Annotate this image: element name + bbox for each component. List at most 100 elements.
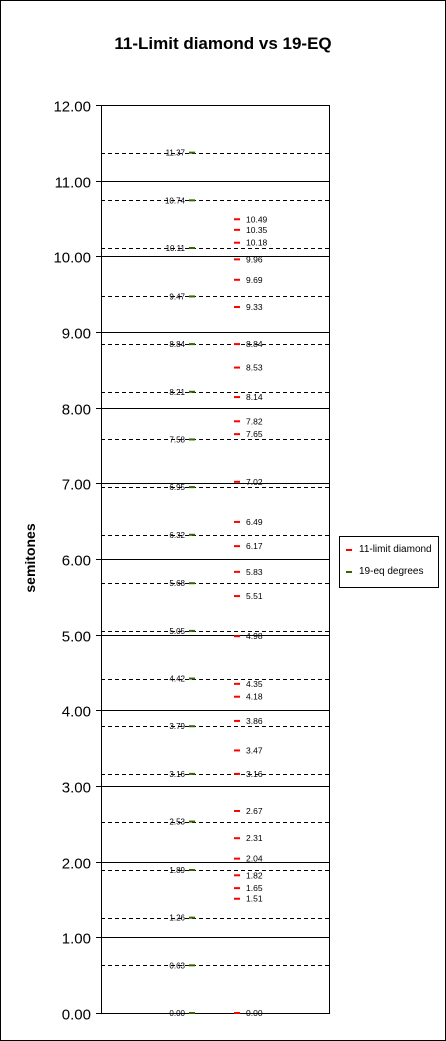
eq-data-label: 3.79 <box>169 722 185 731</box>
diamond-data-label: 7.02 <box>246 477 263 487</box>
diamond-data-label: 0.00 <box>246 1008 263 1018</box>
diamond-point-marker <box>234 635 240 638</box>
diamond-point-marker <box>234 420 240 423</box>
legend: 11-limit diamond 19-eq degrees <box>339 536 439 588</box>
legend-item-diamond: 11-limit diamond <box>346 544 432 555</box>
eq-degree-marker <box>189 868 195 871</box>
eq-degree-marker <box>189 343 195 346</box>
chart-title: 11-Limit diamond vs 19-EQ <box>114 34 332 53</box>
diamond-data-label: 1.51 <box>246 894 263 904</box>
diamond-data-label: 2.04 <box>246 854 263 864</box>
diamond-data-label: 6.17 <box>246 541 263 551</box>
y-tick-label: 6.00 <box>62 553 91 570</box>
diamond-data-label: 10.18 <box>246 238 268 248</box>
diamond-data-label: 4.98 <box>246 631 263 641</box>
diamond-data-label: 1.65 <box>246 883 263 893</box>
eq-degree-marker <box>189 199 195 202</box>
diamond-data-label: 4.18 <box>246 692 263 702</box>
eq-data-label: 6.95 <box>169 483 185 492</box>
diamond-point-marker <box>234 520 240 523</box>
diamond-point-marker <box>234 343 240 346</box>
diamond-point-marker <box>234 1012 240 1014</box>
diamond-data-label: 1.82 <box>246 870 263 880</box>
diamond-point-marker <box>234 897 240 900</box>
eq-degree-marker <box>189 582 195 585</box>
eq-degree-marker <box>189 486 195 489</box>
y-tick-label: 11.00 <box>55 175 91 192</box>
eq-data-label: 10.74 <box>165 196 186 205</box>
legend-item-19eq: 19-eq degrees <box>346 566 424 577</box>
eq-degree-marker <box>189 629 195 632</box>
eq-data-label: 8.84 <box>169 340 185 349</box>
diamond-point-marker <box>234 682 240 685</box>
diamond-point-marker <box>234 887 240 890</box>
eq-degree-marker <box>189 295 195 298</box>
diamond-point-marker <box>234 695 240 698</box>
diamond-data-label: 3.47 <box>246 745 263 755</box>
diamond-point-marker <box>234 366 240 369</box>
diamond-data-label: 5.83 <box>246 567 263 577</box>
diamond-point-marker <box>234 857 240 860</box>
eq-data-label: 5.05 <box>169 627 185 636</box>
diamond-data-label: 10.35 <box>246 225 268 235</box>
diamond-point-marker <box>234 595 240 598</box>
diamond-point-marker <box>234 772 240 775</box>
eq-data-label: 8.21 <box>169 388 185 397</box>
eq-degree-marker <box>189 820 195 823</box>
diamond-point-marker <box>234 570 240 573</box>
legend-label-diamond: 11-limit diamond <box>359 544 432 555</box>
legend-label-19eq: 19-eq degrees <box>359 566 424 577</box>
y-tick-label: 3.00 <box>62 780 91 797</box>
y-tick-label: 0.00 <box>62 1007 91 1024</box>
diamond-data-label: 8.53 <box>246 363 263 373</box>
diamond-point-marker <box>234 480 240 483</box>
eq-degree-marker <box>189 390 195 393</box>
eq-data-label: 1.89 <box>169 866 185 875</box>
eq-degree-marker <box>189 1012 195 1014</box>
eq-data-label: 4.42 <box>169 675 185 684</box>
eq-data-label: 6.32 <box>169 531 185 540</box>
diamond-point-marker <box>234 218 240 221</box>
y-tick-label: 1.00 <box>62 931 91 948</box>
diamond-data-label: 9.96 <box>246 254 263 264</box>
diamond-data-label: 5.51 <box>246 591 263 601</box>
diamond-point-marker <box>234 545 240 548</box>
diamond-data-label: 2.31 <box>246 833 263 843</box>
diamond-data-label: 9.69 <box>246 275 263 285</box>
diamond-data-label: 8.84 <box>246 339 263 349</box>
y-tick-label: 8.00 <box>62 402 91 419</box>
diamond-data-label: 2.67 <box>246 806 263 816</box>
y-tick-label: 10.00 <box>53 250 91 267</box>
eq-degree-marker <box>189 725 195 728</box>
eq-data-label: 5.68 <box>169 579 185 588</box>
eq-data-label: 3.16 <box>169 770 185 779</box>
legend-swatch-19eq <box>346 570 352 573</box>
eq-degree-marker <box>189 964 195 967</box>
diamond-point-marker <box>234 258 240 261</box>
diamond-point-marker <box>234 874 240 877</box>
diamond-data-label: 3.86 <box>246 716 263 726</box>
eq-degree-marker <box>189 438 195 441</box>
y-tick-label: 12.00 <box>53 99 91 116</box>
diamond-point-marker <box>234 278 240 281</box>
legend-swatch-diamond <box>346 548 352 551</box>
eq-data-label: 2.53 <box>169 818 185 827</box>
eq-degree-marker <box>189 772 195 775</box>
eq-data-label: 11.37 <box>166 149 186 158</box>
diamond-point-marker <box>234 433 240 436</box>
diamond-data-label: 6.49 <box>246 517 263 527</box>
diamond-point-marker <box>234 719 240 722</box>
diamond-data-label: 9.33 <box>246 302 263 312</box>
diamond-data-label: 3.16 <box>246 769 263 779</box>
diamond-point-marker <box>234 306 240 309</box>
diamond-point-marker <box>234 749 240 752</box>
y-tick-label: 9.00 <box>62 326 91 343</box>
eq-data-label: 1.26 <box>169 914 185 923</box>
diamond-point-marker <box>234 228 240 231</box>
diamond-data-label: 7.82 <box>246 416 263 426</box>
eq-data-label: 10.11 <box>166 244 186 253</box>
diamond-point-marker <box>234 809 240 812</box>
diamond-point-marker <box>234 396 240 399</box>
